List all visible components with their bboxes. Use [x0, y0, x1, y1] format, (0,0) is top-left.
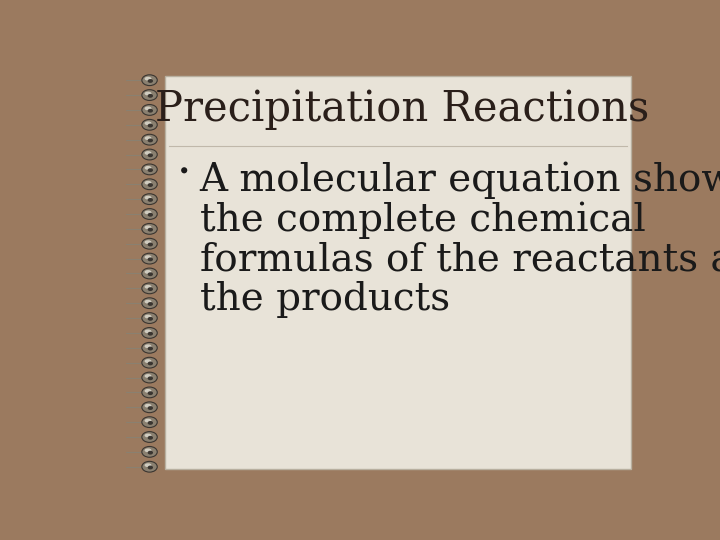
Ellipse shape	[145, 345, 151, 348]
Text: the complete chemical: the complete chemical	[199, 201, 645, 239]
Ellipse shape	[148, 109, 153, 113]
Ellipse shape	[145, 211, 151, 214]
Ellipse shape	[142, 179, 157, 190]
Ellipse shape	[142, 431, 157, 442]
Ellipse shape	[145, 77, 151, 80]
Ellipse shape	[181, 167, 187, 173]
Ellipse shape	[148, 242, 153, 246]
Ellipse shape	[145, 255, 151, 259]
Ellipse shape	[148, 183, 153, 187]
Ellipse shape	[145, 300, 151, 303]
Ellipse shape	[148, 465, 153, 469]
Ellipse shape	[145, 285, 151, 289]
Ellipse shape	[145, 418, 151, 422]
Ellipse shape	[148, 153, 153, 157]
Ellipse shape	[148, 361, 153, 366]
Ellipse shape	[145, 181, 151, 185]
Ellipse shape	[145, 389, 151, 393]
Ellipse shape	[148, 302, 153, 306]
Text: the products: the products	[199, 281, 450, 318]
Ellipse shape	[145, 166, 151, 170]
Ellipse shape	[148, 258, 153, 261]
Ellipse shape	[148, 139, 153, 143]
Ellipse shape	[142, 447, 157, 457]
Ellipse shape	[148, 94, 153, 98]
Ellipse shape	[148, 451, 153, 455]
Ellipse shape	[142, 119, 157, 130]
Ellipse shape	[148, 198, 153, 202]
Ellipse shape	[142, 224, 157, 234]
Ellipse shape	[145, 195, 151, 199]
Ellipse shape	[142, 253, 157, 264]
Ellipse shape	[148, 376, 153, 380]
Ellipse shape	[142, 417, 157, 428]
Ellipse shape	[142, 402, 157, 413]
Ellipse shape	[145, 404, 151, 408]
Text: A molecular equation shows: A molecular equation shows	[199, 161, 720, 199]
Ellipse shape	[145, 225, 151, 229]
Ellipse shape	[142, 372, 157, 383]
Ellipse shape	[145, 106, 151, 110]
Ellipse shape	[148, 421, 153, 425]
Ellipse shape	[142, 105, 157, 116]
Ellipse shape	[148, 392, 153, 395]
Ellipse shape	[142, 90, 157, 100]
Ellipse shape	[148, 287, 153, 291]
Text: Precipitation Reactions: Precipitation Reactions	[155, 88, 649, 130]
Ellipse shape	[142, 238, 157, 249]
Ellipse shape	[142, 387, 157, 398]
Ellipse shape	[145, 270, 151, 274]
Ellipse shape	[142, 342, 157, 353]
Ellipse shape	[145, 434, 151, 437]
Ellipse shape	[148, 124, 153, 127]
Ellipse shape	[148, 317, 153, 321]
Ellipse shape	[142, 283, 157, 294]
Ellipse shape	[148, 213, 153, 217]
Ellipse shape	[145, 92, 151, 96]
Ellipse shape	[142, 298, 157, 308]
Ellipse shape	[145, 329, 151, 333]
Ellipse shape	[148, 228, 153, 232]
Ellipse shape	[148, 347, 153, 350]
Ellipse shape	[142, 461, 157, 472]
Ellipse shape	[148, 272, 153, 276]
Ellipse shape	[145, 448, 151, 453]
Ellipse shape	[145, 240, 151, 244]
FancyBboxPatch shape	[165, 76, 631, 469]
Ellipse shape	[142, 149, 157, 160]
Text: formulas of the reactants and: formulas of the reactants and	[199, 241, 720, 278]
Ellipse shape	[145, 463, 151, 467]
Ellipse shape	[142, 75, 157, 85]
Ellipse shape	[148, 406, 153, 410]
Ellipse shape	[148, 79, 153, 83]
Ellipse shape	[142, 328, 157, 339]
Ellipse shape	[145, 151, 151, 155]
Ellipse shape	[148, 436, 153, 440]
Ellipse shape	[145, 136, 151, 140]
Ellipse shape	[142, 134, 157, 145]
Ellipse shape	[145, 374, 151, 378]
Ellipse shape	[142, 313, 157, 323]
Ellipse shape	[142, 194, 157, 205]
Ellipse shape	[148, 332, 153, 336]
Ellipse shape	[145, 359, 151, 363]
Ellipse shape	[148, 168, 153, 172]
Ellipse shape	[145, 122, 151, 125]
Ellipse shape	[145, 315, 151, 319]
Ellipse shape	[142, 268, 157, 279]
Ellipse shape	[142, 208, 157, 219]
Ellipse shape	[142, 164, 157, 175]
Ellipse shape	[142, 357, 157, 368]
